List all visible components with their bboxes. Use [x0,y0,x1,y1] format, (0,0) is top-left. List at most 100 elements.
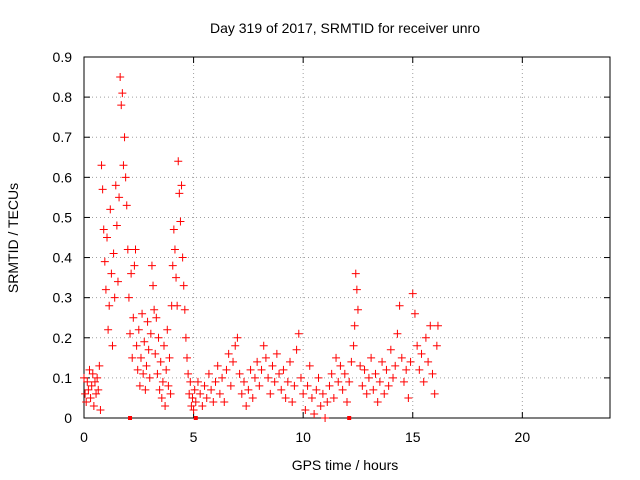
data-point [424,357,433,366]
data-point [353,305,362,314]
data-point [362,389,371,398]
data-point [147,261,156,270]
data-point [176,217,185,226]
data-point [149,281,158,290]
data-point [277,385,286,394]
x-tick-label: 5 [190,429,198,445]
data-point [94,385,103,394]
data-point [283,377,292,386]
data-point [109,249,118,258]
data-point [323,397,332,406]
data-point [347,357,356,366]
data-point [272,349,281,358]
data-point [332,353,341,362]
grid-lines [84,57,610,418]
data-point [159,341,168,350]
data-point [218,373,227,382]
data-point [413,341,422,350]
data-point [87,381,96,390]
data-point [415,365,424,374]
data-point [244,385,253,394]
y-tick-label: 0.1 [53,370,73,386]
data-point [253,357,262,366]
data-point [101,285,110,294]
data-point [131,245,140,254]
data-point [119,161,128,170]
data-point [198,401,207,410]
data-point [358,381,367,390]
data-point [120,133,129,142]
data-point [235,369,244,378]
data-point [202,393,211,402]
x-tick-label: 0 [80,429,88,445]
x-tick-label: 20 [515,429,531,445]
data-point [350,321,359,330]
data-point [343,397,351,406]
data-point [179,281,188,290]
data-point [294,329,303,338]
data-point [132,341,141,350]
baseline-markers [128,416,352,420]
data-point [321,414,330,422]
data-point [186,377,195,386]
data-point [286,357,295,366]
data-point [410,309,419,318]
data-point [288,397,297,406]
data-point [106,205,115,214]
data-point [161,401,170,410]
data-point [213,361,222,370]
data-point [296,373,305,382]
data-point [116,73,125,82]
data-point [115,193,124,202]
data-point [433,321,442,330]
data-point [129,313,138,322]
data-point [88,369,97,378]
data-point [155,385,164,394]
data-point [189,405,198,414]
y-axis-label: SRMTID / TECUs [5,183,21,293]
data-point [393,329,402,338]
data-point [145,373,154,382]
data-point [122,201,131,210]
data-point [80,373,88,382]
data-point [105,301,114,310]
data-point [165,353,174,362]
data-point [209,397,218,406]
data-point [382,365,391,374]
x-axis-label: GPS time / hours [292,457,399,473]
data-point [303,381,312,390]
y-tick-label: 0.6 [53,169,73,185]
data-point [196,389,205,398]
data-point [222,365,231,374]
data-point [237,389,246,398]
data-point [83,377,92,386]
data-point [84,385,93,394]
data-point [138,309,147,318]
data-point [329,393,338,402]
data-point [190,385,199,394]
data-point [97,161,106,170]
data-point [305,361,314,370]
data-point [146,329,155,338]
data-point [389,373,398,382]
y-tick-label: 0.8 [53,89,73,105]
data-point [327,369,336,378]
data-point [126,329,135,338]
data-point [395,301,404,310]
data-point [432,341,441,350]
data-point [170,245,179,254]
data-point [266,389,275,398]
data-point [184,369,193,378]
data-point [231,341,240,350]
data-point [134,325,143,334]
data-point [307,393,316,402]
y-tick-label: 0 [64,410,72,426]
data-point [426,321,435,330]
data-point [334,377,343,386]
data-point [96,405,105,414]
data-point [310,409,319,418]
data-point [156,357,165,366]
data-point [107,269,116,278]
y-tick-label: 0.2 [53,330,73,346]
